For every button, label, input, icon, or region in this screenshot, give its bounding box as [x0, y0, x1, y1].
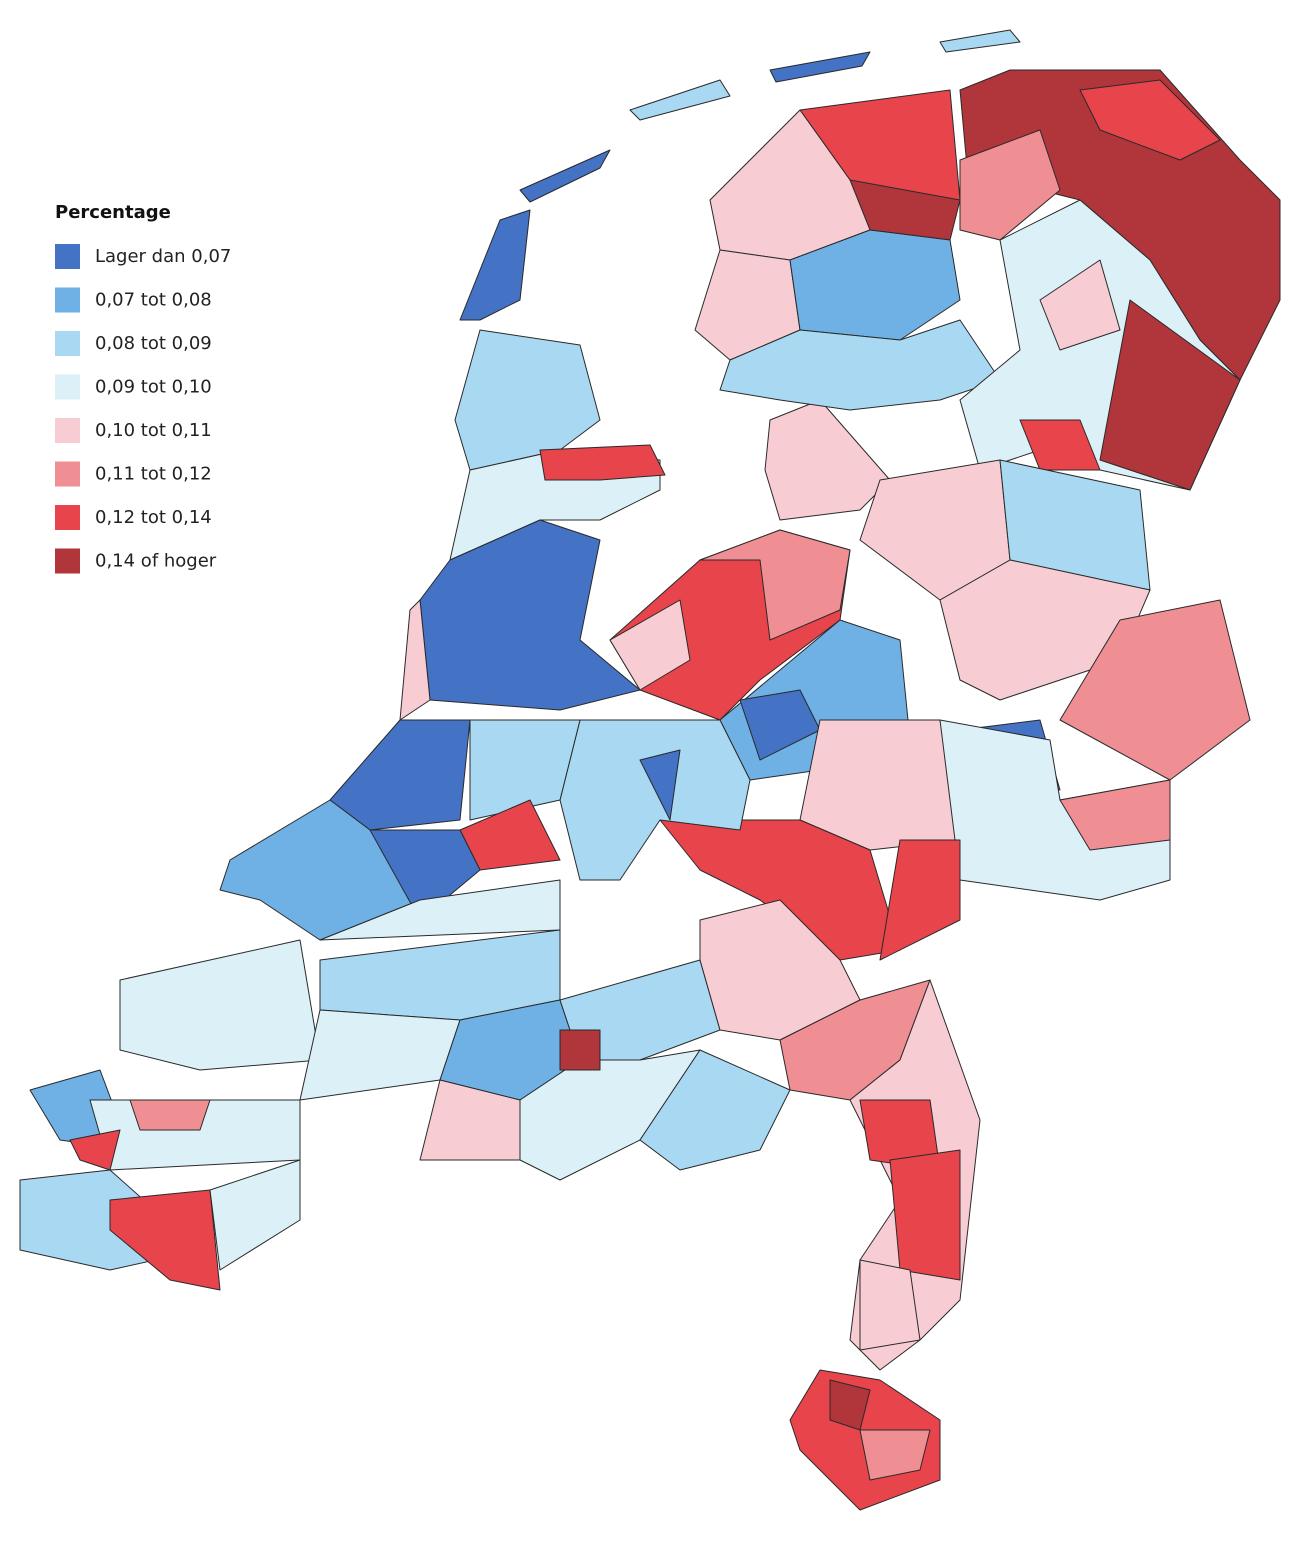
municipality	[1019, 419, 1101, 471]
legend-label: 0,12 tot 0,14	[95, 507, 212, 528]
municipality	[129, 1099, 211, 1131]
municipality	[959, 129, 1061, 241]
municipality	[659, 819, 901, 961]
municipalities	[19, 29, 1281, 1511]
legend-label: 0,08 tot 0,09	[95, 333, 212, 354]
legend-swatch	[55, 374, 80, 400]
legend-label: 0,07 tot 0,08	[95, 290, 212, 311]
municipality	[109, 1189, 221, 1291]
municipality	[1079, 79, 1221, 161]
municipality	[699, 529, 851, 641]
legend-title: Percentage	[55, 202, 171, 223]
legend: Percentage Lager dan 0,07 0,07 tot 0,08 0,…	[55, 202, 231, 574]
legend-label: Lager dan 0,07	[95, 246, 231, 267]
municipality	[719, 319, 1001, 411]
municipality	[1039, 259, 1121, 351]
legend-label: 0,09 tot 0,10	[95, 377, 212, 398]
municipality	[209, 1159, 301, 1271]
municipality	[459, 209, 531, 321]
municipality	[119, 939, 321, 1071]
legend-swatch	[55, 287, 80, 313]
municipality	[859, 1429, 931, 1481]
municipality	[764, 399, 891, 521]
municipality	[639, 1049, 791, 1171]
municipality	[879, 839, 961, 961]
municipality	[889, 1149, 961, 1281]
legend-label: 0,14 of hoger	[95, 551, 217, 572]
municipality	[539, 444, 666, 481]
legend-swatch	[55, 418, 80, 443]
municipality	[519, 1049, 701, 1181]
municipality	[1099, 299, 1241, 491]
municipality	[769, 51, 871, 83]
municipality	[859, 1259, 921, 1351]
municipality	[609, 599, 691, 691]
legend-swatch	[55, 505, 80, 530]
legend-label: 0,10 tot 0,11	[95, 420, 212, 441]
municipality	[469, 719, 581, 821]
municipality	[369, 829, 481, 921]
legend-swatch	[55, 461, 80, 487]
legend-label: 0,11 tot 0,12	[95, 464, 212, 485]
municipality	[939, 29, 1021, 53]
municipality	[559, 1029, 601, 1071]
legend-swatch	[55, 331, 80, 356]
municipality	[629, 79, 731, 121]
municipality	[319, 929, 561, 1021]
legend-swatch	[55, 548, 80, 574]
municipality	[329, 719, 471, 831]
municipality	[559, 719, 751, 881]
municipality	[299, 1009, 461, 1101]
municipality	[1059, 779, 1171, 851]
municipality	[639, 749, 681, 821]
municipality	[519, 149, 611, 203]
municipality	[1059, 599, 1251, 781]
legend-swatch	[55, 244, 80, 269]
